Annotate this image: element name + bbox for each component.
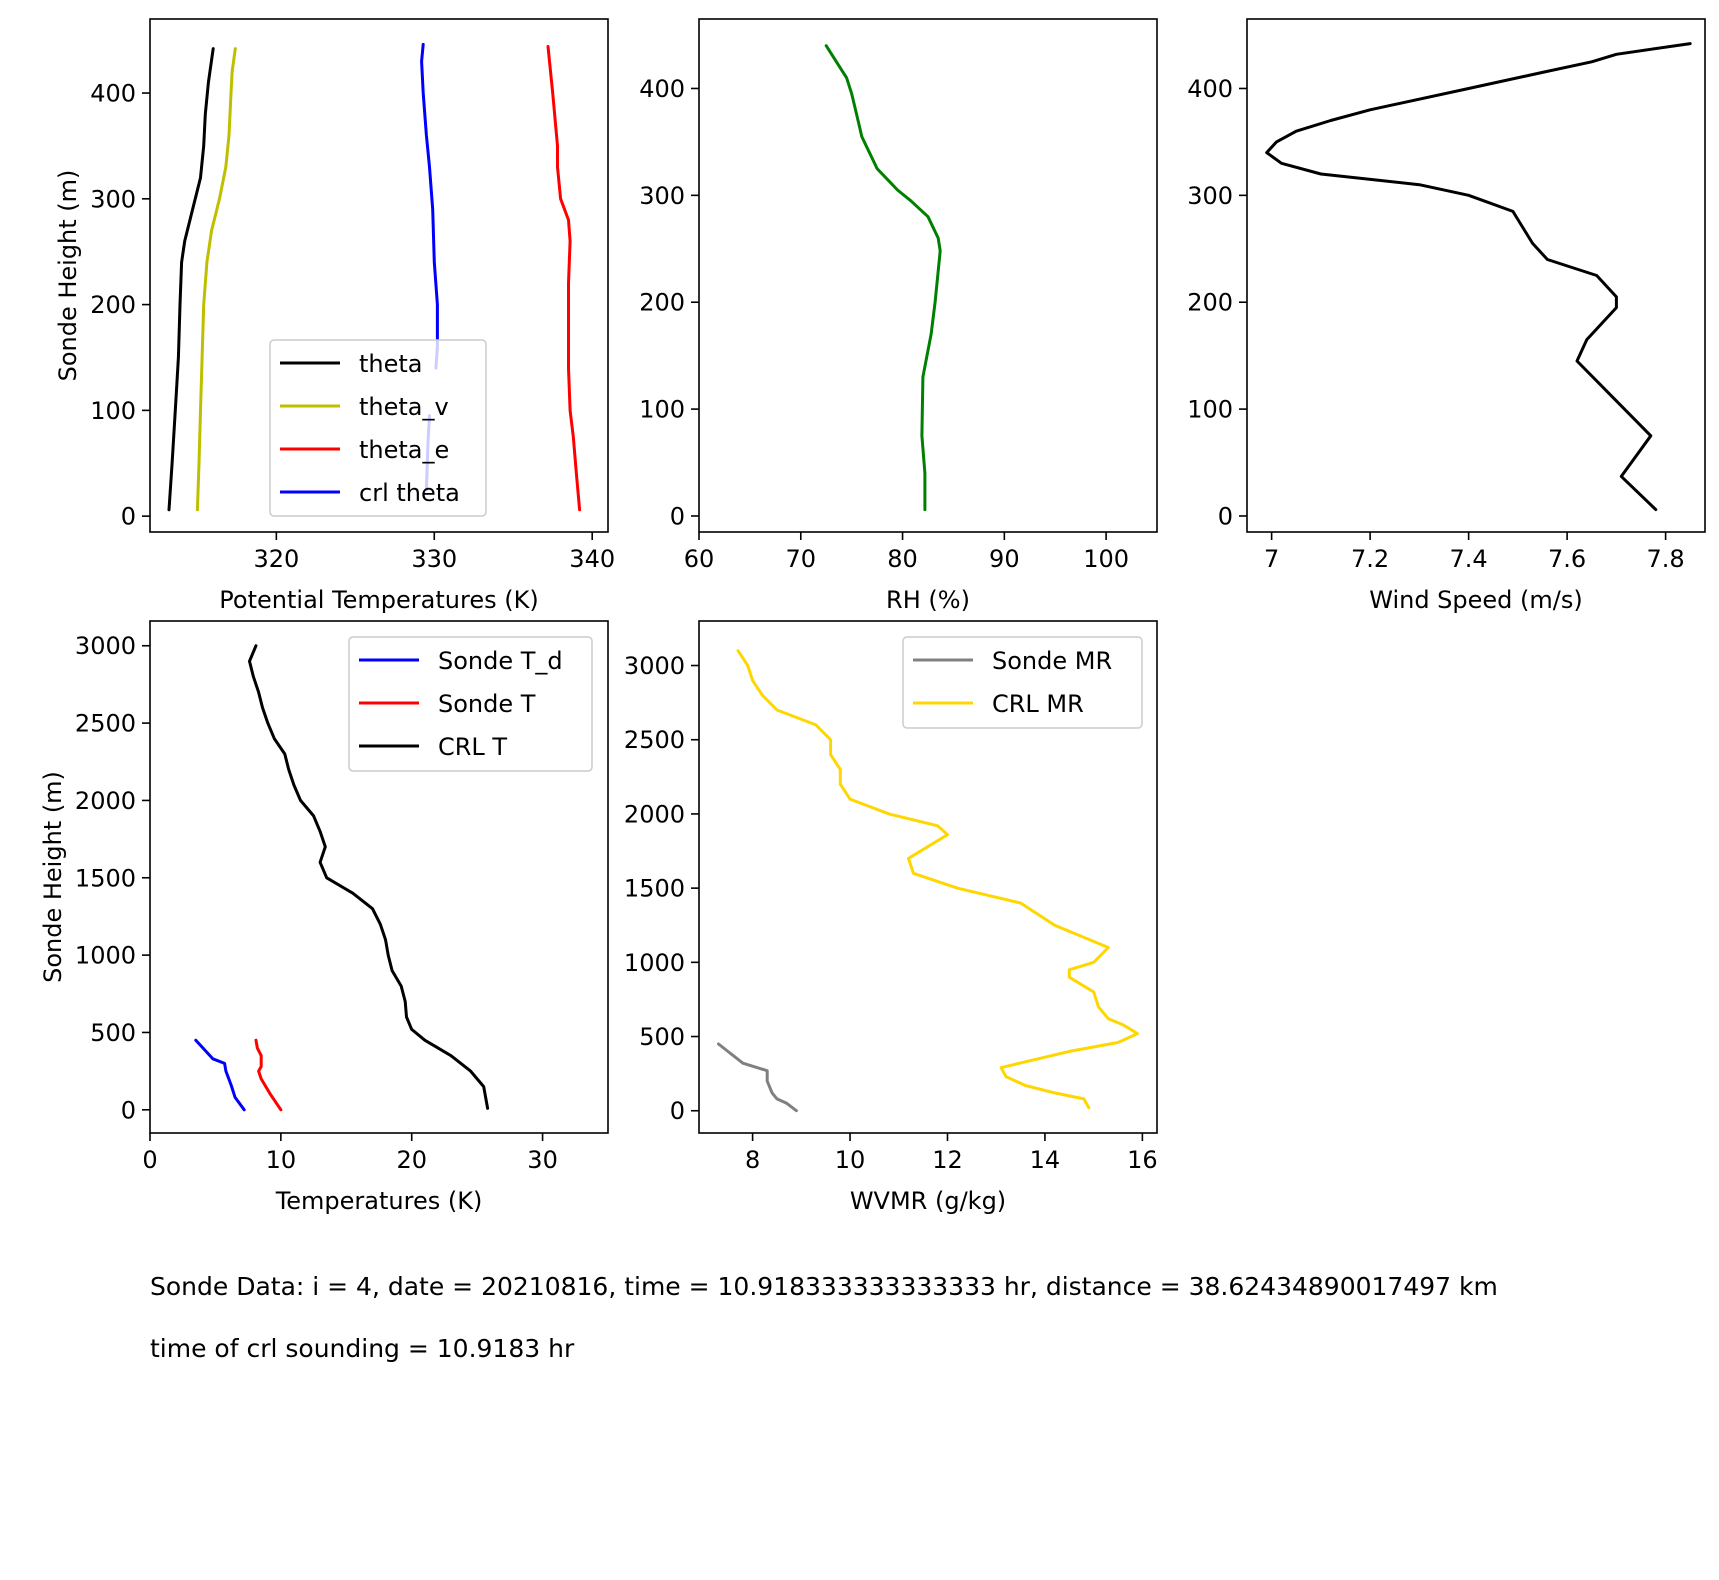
legend-box [269, 339, 487, 517]
y-tick-label: 3000 [624, 652, 685, 680]
x-tick-label: 90 [989, 545, 1020, 573]
y-tick-label: 500 [90, 1019, 136, 1047]
x-tick-label: 10 [266, 1146, 297, 1174]
x-tick-label: 7.8 [1647, 545, 1685, 573]
series-line-Sonde-T [254, 1038, 283, 1112]
chart-water-vapor-mixing-ratio: 8 10 12 14 16 0 500 1000 1500 2000 2500 3000 WVMR (g… [624, 620, 1158, 1215]
x-tick-label: 16 [1127, 1146, 1158, 1174]
legend-label: Sonde MR [992, 647, 1112, 675]
series-line-data [1265, 42, 1692, 512]
x-tick-label: 60 [684, 545, 715, 573]
x-tick-label: 80 [887, 545, 918, 573]
x-tick-label: 7.4 [1450, 545, 1488, 573]
y-tick-label: 0 [670, 502, 685, 530]
y-tick-label: 2500 [75, 710, 136, 738]
x-tick-label: 10 [835, 1146, 866, 1174]
x-tick-label: 0 [142, 1146, 157, 1174]
y-tick-label: 300 [90, 185, 136, 213]
series-line-Sonde-T-d [194, 1038, 246, 1112]
legend-label: Sonde T [438, 690, 536, 718]
x-axis-label: Wind Speed (m/s) [1369, 586, 1583, 614]
legend-box [348, 636, 593, 772]
x-axis-label: WVMR (g/kg) [850, 1187, 1006, 1215]
chart-temperature: 0 10 20 30 0 500 1000 1500 2000 2500 3000 Temperatu… [39, 620, 609, 1215]
y-tick-label: 1000 [624, 949, 685, 977]
chart-wind-speed: 7 7.2 7.4 7.6 7.8 0 100 200 300 400 Wind Speed (m/… [1187, 18, 1706, 614]
series-line-CRL-T [248, 644, 490, 1110]
sonde-info-caption: Sonde Data: i = 4, date = 20210816, time… [150, 1272, 1498, 1301]
y-tick-label: 200 [1187, 289, 1233, 317]
legend-label: Sonde T_d [438, 647, 563, 675]
y-tick-label: 2500 [624, 726, 685, 754]
x-tick-label: 7 [1264, 545, 1279, 573]
x-axis-label: RH (%) [886, 586, 970, 614]
x-tick-label: 30 [527, 1146, 558, 1174]
y-tick-label: 2000 [624, 800, 685, 828]
y-tick-label: 100 [639, 396, 685, 424]
crl-time-caption: time of crl sounding = 10.9183 hr [150, 1334, 575, 1363]
x-axis-label: Potential Temperatures (K) [219, 586, 538, 614]
y-tick-label: 400 [639, 75, 685, 103]
y-tick-label: 400 [90, 80, 136, 108]
x-tick-label: 100 [1083, 545, 1129, 573]
axes-frame [698, 18, 1158, 533]
legend-label: crl theta [359, 479, 460, 507]
series-line-theta-v [195, 47, 237, 512]
axes-frame [149, 18, 609, 533]
series-line-data [824, 44, 942, 512]
x-tick-label: 7.6 [1548, 545, 1586, 573]
y-tick-label: 100 [1187, 396, 1233, 424]
y-tick-label: 300 [639, 182, 685, 210]
y-tick-label: 1500 [75, 864, 136, 892]
y-axis-label: Sonde Height (m) [54, 170, 82, 382]
legend: Sonde T_d Sonde T CRL T [348, 636, 593, 772]
x-tick-label: 12 [932, 1146, 963, 1174]
series-line-CRL-MR [736, 649, 1139, 1110]
x-tick-label: 8 [745, 1146, 760, 1174]
legend: Sonde MR CRL MR [902, 636, 1143, 729]
x-tick-label: 14 [1030, 1146, 1061, 1174]
series-line-crl-theta-seg2 [420, 42, 439, 370]
y-tick-label: 3000 [75, 632, 136, 660]
axes-frame [1246, 18, 1706, 533]
legend-label: CRL MR [992, 690, 1084, 718]
x-axis-label: Temperatures (K) [275, 1187, 483, 1215]
chart-potential-temperature: 320 330 340 0 100 200 300 400 Potential Temperat… [54, 18, 615, 614]
x-tick-label: 7.2 [1351, 545, 1389, 573]
y-tick-label: 400 [1187, 75, 1233, 103]
y-tick-label: 200 [639, 289, 685, 317]
legend-label: theta_e [359, 436, 449, 464]
y-tick-label: 300 [1187, 182, 1233, 210]
series-line-theta-e [546, 45, 582, 512]
y-tick-label: 2000 [75, 787, 136, 815]
series-line-Sonde-MR [717, 1042, 798, 1113]
x-tick-label: 330 [411, 545, 457, 573]
y-tick-label: 1000 [75, 942, 136, 970]
x-tick-label: 320 [253, 545, 299, 573]
y-tick-label: 100 [90, 397, 136, 425]
x-tick-label: 340 [569, 545, 615, 573]
legend-label: theta [359, 350, 423, 378]
y-tick-label: 0 [1218, 502, 1233, 530]
chart-relative-humidity: 60 70 80 90 100 0 100 200 300 400 RH (%) [639, 18, 1158, 614]
y-tick-label: 0 [670, 1097, 685, 1125]
y-tick-label: 0 [121, 503, 136, 531]
y-tick-label: 0 [121, 1096, 136, 1124]
axes-frame [698, 620, 1158, 1134]
legend-label: CRL T [438, 733, 507, 761]
y-axis-label: Sonde Height (m) [39, 771, 67, 983]
x-tick-label: 70 [786, 545, 817, 573]
y-tick-label: 500 [639, 1023, 685, 1051]
y-tick-label: 200 [90, 291, 136, 319]
legend-label: theta_v [359, 393, 449, 421]
series-line-theta [167, 47, 215, 512]
x-tick-label: 20 [396, 1146, 427, 1174]
y-tick-label: 1500 [624, 875, 685, 903]
